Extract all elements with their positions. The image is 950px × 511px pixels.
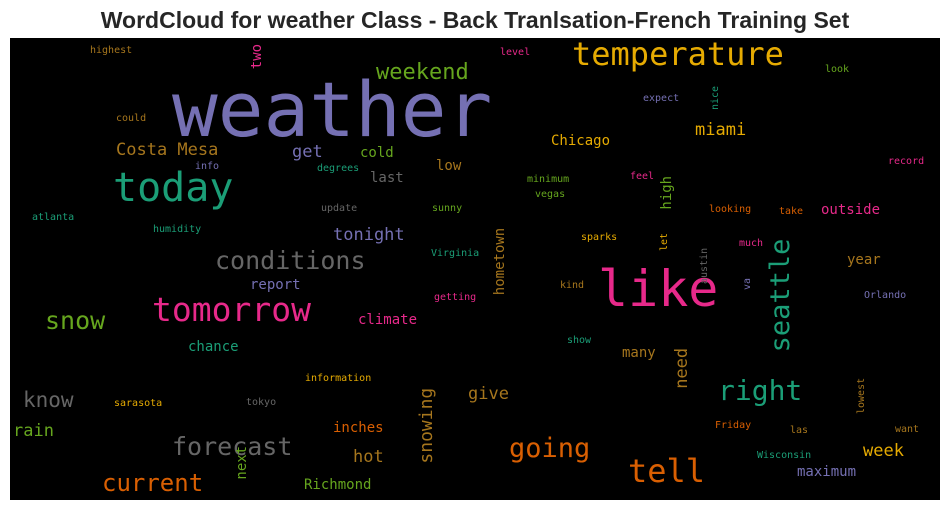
word-last: last — [370, 170, 404, 186]
word-week: week — [863, 441, 904, 461]
word-climate: climate — [358, 312, 418, 328]
word-forecast: forecast — [172, 432, 293, 461]
word-report: report — [250, 277, 301, 293]
word-tell: tell — [628, 452, 706, 490]
word-outside: outside — [821, 202, 881, 218]
word-take: take — [779, 206, 804, 217]
word-temperature: temperature — [572, 38, 784, 73]
chart-title: WordCloud for weather Class - Back Tranl… — [100, 7, 850, 33]
word-look: look — [825, 64, 850, 75]
word-conditions: conditions — [215, 246, 366, 275]
word-show: show — [567, 335, 592, 346]
word-get: get — [292, 142, 323, 162]
word-cloud-canvas: weather like today tomorrow temperature tell r… — [10, 38, 940, 500]
word-virginia: Virginia — [431, 248, 480, 259]
word-chance: chance — [188, 339, 239, 355]
word-austin: austin — [699, 247, 710, 284]
word-level: level — [500, 47, 531, 58]
word-va: va — [742, 277, 753, 290]
word-tokyo: tokyo — [246, 397, 277, 408]
word-like: like — [598, 260, 719, 318]
word-info: info — [195, 161, 220, 172]
word-high: high — [659, 175, 675, 210]
word-tonight: tonight — [333, 225, 405, 245]
word-inches: inches — [333, 420, 384, 436]
word-maximum: maximum — [797, 464, 857, 480]
word-give: give — [468, 384, 509, 404]
word-snowing: snowing — [416, 387, 437, 464]
word-next: next — [234, 445, 250, 480]
word-much: much — [739, 238, 764, 249]
word-cold: cold — [360, 145, 394, 161]
word-two: two — [249, 43, 265, 70]
word-snow: snow — [45, 306, 106, 335]
word-hometown: hometown — [492, 227, 508, 296]
word-looking: looking — [709, 204, 752, 215]
word-richmond: Richmond — [304, 477, 372, 493]
word-kind: kind — [560, 280, 585, 291]
word-miami: miami — [695, 120, 747, 140]
word-las: las — [790, 425, 809, 436]
word-costa-mesa: Costa Mesa — [116, 140, 219, 160]
word-feel: feel — [630, 171, 655, 182]
word-low: low — [436, 158, 462, 174]
word-many: many — [622, 345, 656, 361]
word-orlando: Orlando — [864, 290, 907, 301]
word-record: record — [888, 156, 925, 167]
word-sunny: sunny — [432, 203, 463, 214]
word-highest: highest — [90, 45, 133, 56]
word-weather: weather — [172, 65, 493, 154]
word-expect: expect — [643, 93, 680, 104]
word-minimum: minimum — [527, 174, 570, 185]
word-getting: getting — [434, 292, 477, 303]
word-year: year — [847, 252, 881, 268]
word-let: let — [659, 232, 670, 251]
word-vegas: vegas — [535, 189, 566, 200]
word-current: current — [102, 469, 204, 497]
word-going: going — [509, 433, 591, 464]
word-need: need — [672, 347, 692, 389]
word-right: right — [718, 374, 803, 407]
word-sparks: sparks — [581, 232, 618, 243]
word-humidity: humidity — [153, 224, 202, 235]
word-hot: hot — [353, 447, 384, 467]
word-today: today — [113, 165, 234, 211]
word-degrees: degrees — [317, 163, 360, 174]
word-know: know — [23, 388, 74, 412]
word-wisconsin: Wisconsin — [757, 450, 812, 461]
word-friday: Friday — [715, 420, 752, 431]
word-lowest: lowest — [856, 377, 867, 414]
word-tomorrow: tomorrow — [152, 290, 311, 329]
word-update: update — [321, 203, 358, 214]
word-rain: rain — [13, 421, 54, 441]
word-weekend: weekend — [376, 60, 469, 85]
word-sarasota: sarasota — [114, 398, 163, 409]
word-information: information — [305, 373, 372, 384]
word-chicago: Chicago — [551, 133, 611, 149]
word-atlanta: atlanta — [32, 212, 75, 223]
word-nice: nice — [710, 85, 721, 110]
word-seattle: seattle — [765, 238, 796, 353]
word-could: could — [116, 113, 147, 124]
word-want: want — [895, 424, 920, 435]
